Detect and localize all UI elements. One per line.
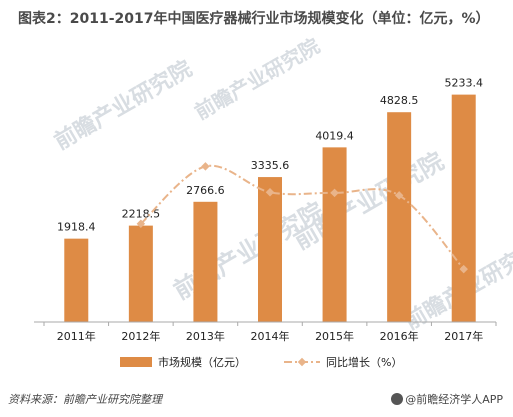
bar-value-label: 4019.4 [315, 129, 354, 142]
chart-title: 图表2：2011-2017年中国医疗器械行业市场规模变化（单位：亿元，%） [18, 11, 490, 27]
x-tick-label: 2016年 [380, 329, 419, 343]
bar-2016年 [387, 112, 412, 323]
legend-line-marker [297, 357, 307, 367]
x-tick-label: 2015年 [315, 329, 354, 343]
growth-point [265, 187, 275, 197]
x-axis: 2011年 2012年 2013年 2014年 2015年 2016年 2017年 [34, 321, 497, 343]
bar-2012年 [128, 225, 153, 322]
growth-point [394, 191, 404, 200]
legend: 市场规模（亿元） 同比增长（%） [120, 355, 402, 369]
bar-value-label: 4828.5 [380, 94, 419, 107]
watermark-text: 前瞻产业研究院 [191, 34, 324, 125]
bar-2011年 [64, 238, 89, 322]
x-tick-label: 2017年 [444, 329, 483, 343]
bar-value-label: 3335.6 [251, 159, 290, 172]
x-tick-label: 2011年 [57, 329, 96, 343]
growth-point [201, 162, 210, 171]
x-tick-label: 2013年 [186, 329, 225, 343]
bar-value-label: 2218.5 [122, 208, 161, 221]
bar-value-label: 5233.4 [444, 77, 483, 90]
legend-bar-swatch [120, 357, 152, 367]
x-tick-label: 2014年 [251, 329, 290, 343]
x-tick-label: 2012年 [121, 329, 160, 343]
growth-point [330, 188, 339, 198]
bar-label-layer: 1918.4 2218.5 2766.6 3335.6 4019.4 4828.5 5233… [57, 77, 483, 234]
bar-value-label: 1918.4 [57, 221, 96, 234]
growth-line-series [136, 162, 468, 274]
source-note: 资料来源：前瞻产业研究院整理 [8, 393, 162, 406]
bar-value-label: 2766.6 [186, 184, 225, 197]
growth-point [459, 264, 468, 274]
brand-credit: @前瞻经济学人APP [391, 391, 503, 407]
bar-2015年 [322, 147, 347, 322]
brand-logo-icon [391, 393, 404, 405]
watermark-text: 前瞻产业研究院 [50, 56, 196, 156]
growth-line [140, 164, 465, 270]
growth-point [136, 219, 146, 228]
bar-series [64, 94, 476, 323]
bar-2013年 [193, 201, 218, 322]
brand-text: @前瞻经济学人APP [405, 393, 503, 406]
bar-2017年 [451, 94, 476, 322]
legend-line-label: 同比增长（%） [326, 355, 402, 369]
legend-bar-label: 市场规模（亿元） [158, 355, 246, 369]
bar-2014年 [258, 177, 282, 322]
